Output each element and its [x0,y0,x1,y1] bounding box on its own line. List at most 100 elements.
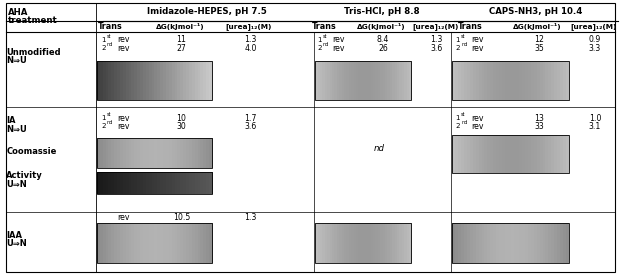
Bar [346,223,350,263]
Bar [344,223,347,263]
Text: N⇒U: N⇒U [6,125,27,134]
Bar [189,138,193,168]
Bar [108,61,112,100]
Bar [522,61,526,100]
Bar [322,223,325,263]
Bar [467,61,470,100]
Bar [394,61,397,100]
Bar [534,223,538,263]
Bar [485,61,488,100]
Bar [516,135,520,173]
Bar [473,61,477,100]
Bar [473,223,477,263]
Bar [354,223,357,263]
Bar [508,135,511,173]
Bar [459,223,462,263]
Bar [467,223,470,263]
Bar [103,172,106,194]
Bar [105,138,109,168]
Bar [178,138,181,168]
Text: nd: nd [107,42,113,47]
Bar [528,61,531,100]
Bar [315,223,411,263]
Bar [97,223,100,263]
Bar [103,61,106,100]
Bar [404,223,407,263]
Bar [490,61,494,100]
Bar [201,223,204,263]
Bar [158,223,161,263]
Text: 26: 26 [378,44,388,53]
Bar [531,135,535,173]
Bar [513,61,517,100]
Bar [143,223,146,263]
Text: ΔG(kJmol⁻¹): ΔG(kJmol⁻¹) [513,23,562,30]
Bar [485,135,488,173]
Bar [332,61,335,100]
Bar [537,135,540,173]
Bar [548,135,552,173]
Bar [203,172,207,194]
Bar [192,172,196,194]
Bar [143,172,146,194]
Bar [103,138,106,168]
Text: Unmodified: Unmodified [6,48,61,57]
Bar [140,172,143,194]
Bar [339,61,342,100]
Bar [516,223,520,263]
Bar [146,61,150,100]
Bar [397,61,400,100]
Bar [114,223,118,263]
Bar [135,61,138,100]
Bar [487,135,491,173]
Bar [505,223,508,263]
Bar [206,138,210,168]
Bar [163,138,166,168]
Bar [528,223,531,263]
Bar [149,172,152,194]
Bar [140,61,143,100]
Text: 8.4: 8.4 [377,35,389,44]
Bar [383,223,386,263]
Bar [482,135,485,173]
Bar [197,61,201,100]
Bar [206,223,210,263]
Bar [158,138,161,168]
Bar [499,135,503,173]
Bar [180,138,184,168]
Bar [209,61,212,100]
Bar [390,61,393,100]
Bar [461,223,465,263]
Bar [397,223,400,263]
Bar [108,223,112,263]
Bar [128,223,132,263]
Bar [554,135,558,173]
Bar [146,223,150,263]
Bar [158,61,161,100]
Bar [358,223,361,263]
Bar [186,172,189,194]
Bar [169,172,173,194]
Bar [180,61,184,100]
Bar [180,223,184,263]
Bar [373,223,376,263]
Text: 2: 2 [455,45,460,51]
Bar [315,61,411,100]
Text: 30: 30 [176,122,186,131]
Text: nd: nd [374,144,384,153]
Text: [urea]₁₂(M): [urea]₁₂(M) [412,23,459,30]
Text: 1.0: 1.0 [589,114,601,123]
Bar [172,172,175,194]
Bar [344,61,347,100]
Bar [186,223,189,263]
Text: 1.7: 1.7 [244,114,257,123]
Text: 3.6: 3.6 [430,44,442,53]
Text: 1: 1 [102,115,106,121]
Bar [341,223,345,263]
Bar [459,135,462,173]
Bar [131,172,135,194]
Bar [399,61,402,100]
Bar [140,223,143,263]
Bar [522,135,526,173]
Text: 1: 1 [455,37,460,43]
